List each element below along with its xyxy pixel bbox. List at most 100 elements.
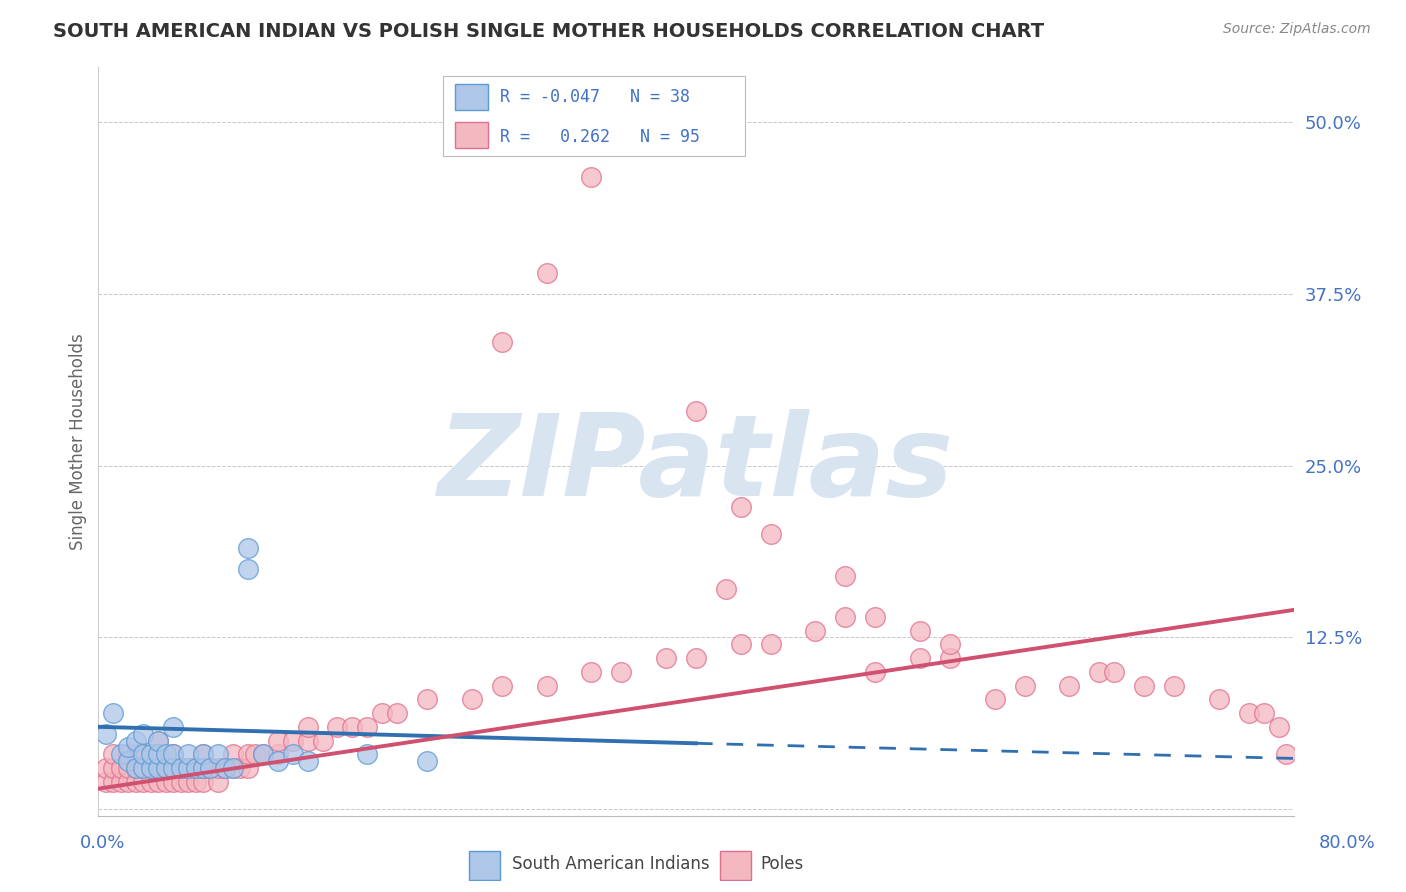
Point bbox=[984, 692, 1007, 706]
Point bbox=[110, 774, 132, 789]
Point bbox=[461, 692, 484, 706]
Text: SOUTH AMERICAN INDIAN VS POLISH SINGLE MOTHER HOUSEHOLDS CORRELATION CHART: SOUTH AMERICAN INDIAN VS POLISH SINGLE M… bbox=[53, 22, 1045, 41]
Point bbox=[236, 761, 259, 775]
Point bbox=[730, 637, 752, 651]
FancyBboxPatch shape bbox=[468, 851, 501, 880]
Point bbox=[385, 706, 409, 720]
Point bbox=[536, 266, 558, 280]
Y-axis label: Single Mother Households: Single Mother Households bbox=[69, 334, 87, 549]
Point bbox=[1088, 665, 1111, 679]
Point bbox=[162, 761, 184, 775]
Point bbox=[759, 637, 782, 651]
Point bbox=[132, 761, 155, 775]
Point bbox=[416, 692, 439, 706]
Point bbox=[169, 761, 191, 775]
Point bbox=[103, 774, 125, 789]
Point bbox=[103, 747, 125, 762]
Point bbox=[132, 747, 155, 762]
Point bbox=[714, 582, 737, 597]
Point bbox=[117, 774, 139, 789]
Point bbox=[191, 761, 214, 775]
Point bbox=[139, 761, 162, 775]
Point bbox=[200, 761, 222, 775]
Point bbox=[207, 747, 229, 762]
Point bbox=[162, 774, 184, 789]
FancyBboxPatch shape bbox=[720, 851, 751, 880]
Point bbox=[245, 747, 267, 762]
Point bbox=[214, 761, 236, 775]
Point bbox=[132, 747, 155, 762]
Point bbox=[148, 774, 170, 789]
Point bbox=[110, 747, 132, 762]
Point bbox=[148, 761, 170, 775]
Point bbox=[94, 774, 117, 789]
Point bbox=[1275, 747, 1298, 762]
Point bbox=[103, 761, 125, 775]
Point bbox=[267, 747, 290, 762]
Point bbox=[169, 774, 191, 789]
FancyBboxPatch shape bbox=[456, 84, 488, 110]
Point bbox=[1014, 679, 1036, 693]
Point bbox=[139, 774, 162, 789]
Point bbox=[222, 761, 245, 775]
Point bbox=[908, 624, 931, 638]
Point bbox=[191, 774, 214, 789]
Point bbox=[834, 568, 856, 582]
Point bbox=[214, 761, 236, 775]
Point bbox=[416, 754, 439, 768]
Point bbox=[356, 747, 378, 762]
Point bbox=[326, 720, 349, 734]
Point bbox=[184, 761, 207, 775]
Point bbox=[184, 761, 207, 775]
Point bbox=[297, 754, 319, 768]
Point bbox=[177, 774, 200, 789]
Point bbox=[222, 747, 245, 762]
Point bbox=[655, 651, 678, 665]
Point bbox=[342, 720, 364, 734]
Point bbox=[184, 774, 207, 789]
Point bbox=[267, 754, 290, 768]
Point bbox=[236, 747, 259, 762]
Point bbox=[125, 774, 148, 789]
Text: R = -0.047   N = 38: R = -0.047 N = 38 bbox=[501, 87, 690, 105]
Text: Source: ZipAtlas.com: Source: ZipAtlas.com bbox=[1223, 22, 1371, 37]
Point bbox=[125, 761, 148, 775]
Point bbox=[267, 733, 290, 747]
Point bbox=[148, 747, 170, 762]
Point bbox=[191, 747, 214, 762]
Point bbox=[132, 761, 155, 775]
Point bbox=[865, 665, 887, 679]
Point bbox=[117, 747, 139, 762]
Point bbox=[581, 665, 603, 679]
Point bbox=[730, 500, 752, 514]
Point bbox=[117, 761, 139, 775]
Point bbox=[281, 747, 304, 762]
Point bbox=[229, 761, 252, 775]
Point bbox=[685, 651, 707, 665]
Point bbox=[222, 761, 245, 775]
Text: 80.0%: 80.0% bbox=[1319, 834, 1375, 852]
Point bbox=[685, 403, 707, 417]
Point bbox=[162, 747, 184, 762]
Point bbox=[908, 651, 931, 665]
Point bbox=[191, 747, 214, 762]
Point bbox=[1133, 679, 1156, 693]
Point bbox=[1059, 679, 1081, 693]
Point bbox=[148, 733, 170, 747]
Point bbox=[155, 747, 177, 762]
Text: Poles: Poles bbox=[761, 855, 804, 873]
Point bbox=[581, 169, 603, 184]
Point bbox=[162, 761, 184, 775]
Point bbox=[162, 720, 184, 734]
Point bbox=[110, 761, 132, 775]
Point bbox=[491, 679, 513, 693]
Point bbox=[1237, 706, 1260, 720]
Point bbox=[1267, 720, 1289, 734]
Point bbox=[169, 761, 191, 775]
Point bbox=[207, 761, 229, 775]
Point bbox=[191, 761, 214, 775]
Point bbox=[1104, 665, 1126, 679]
Point bbox=[1253, 706, 1275, 720]
Point bbox=[834, 610, 856, 624]
Point bbox=[804, 624, 827, 638]
